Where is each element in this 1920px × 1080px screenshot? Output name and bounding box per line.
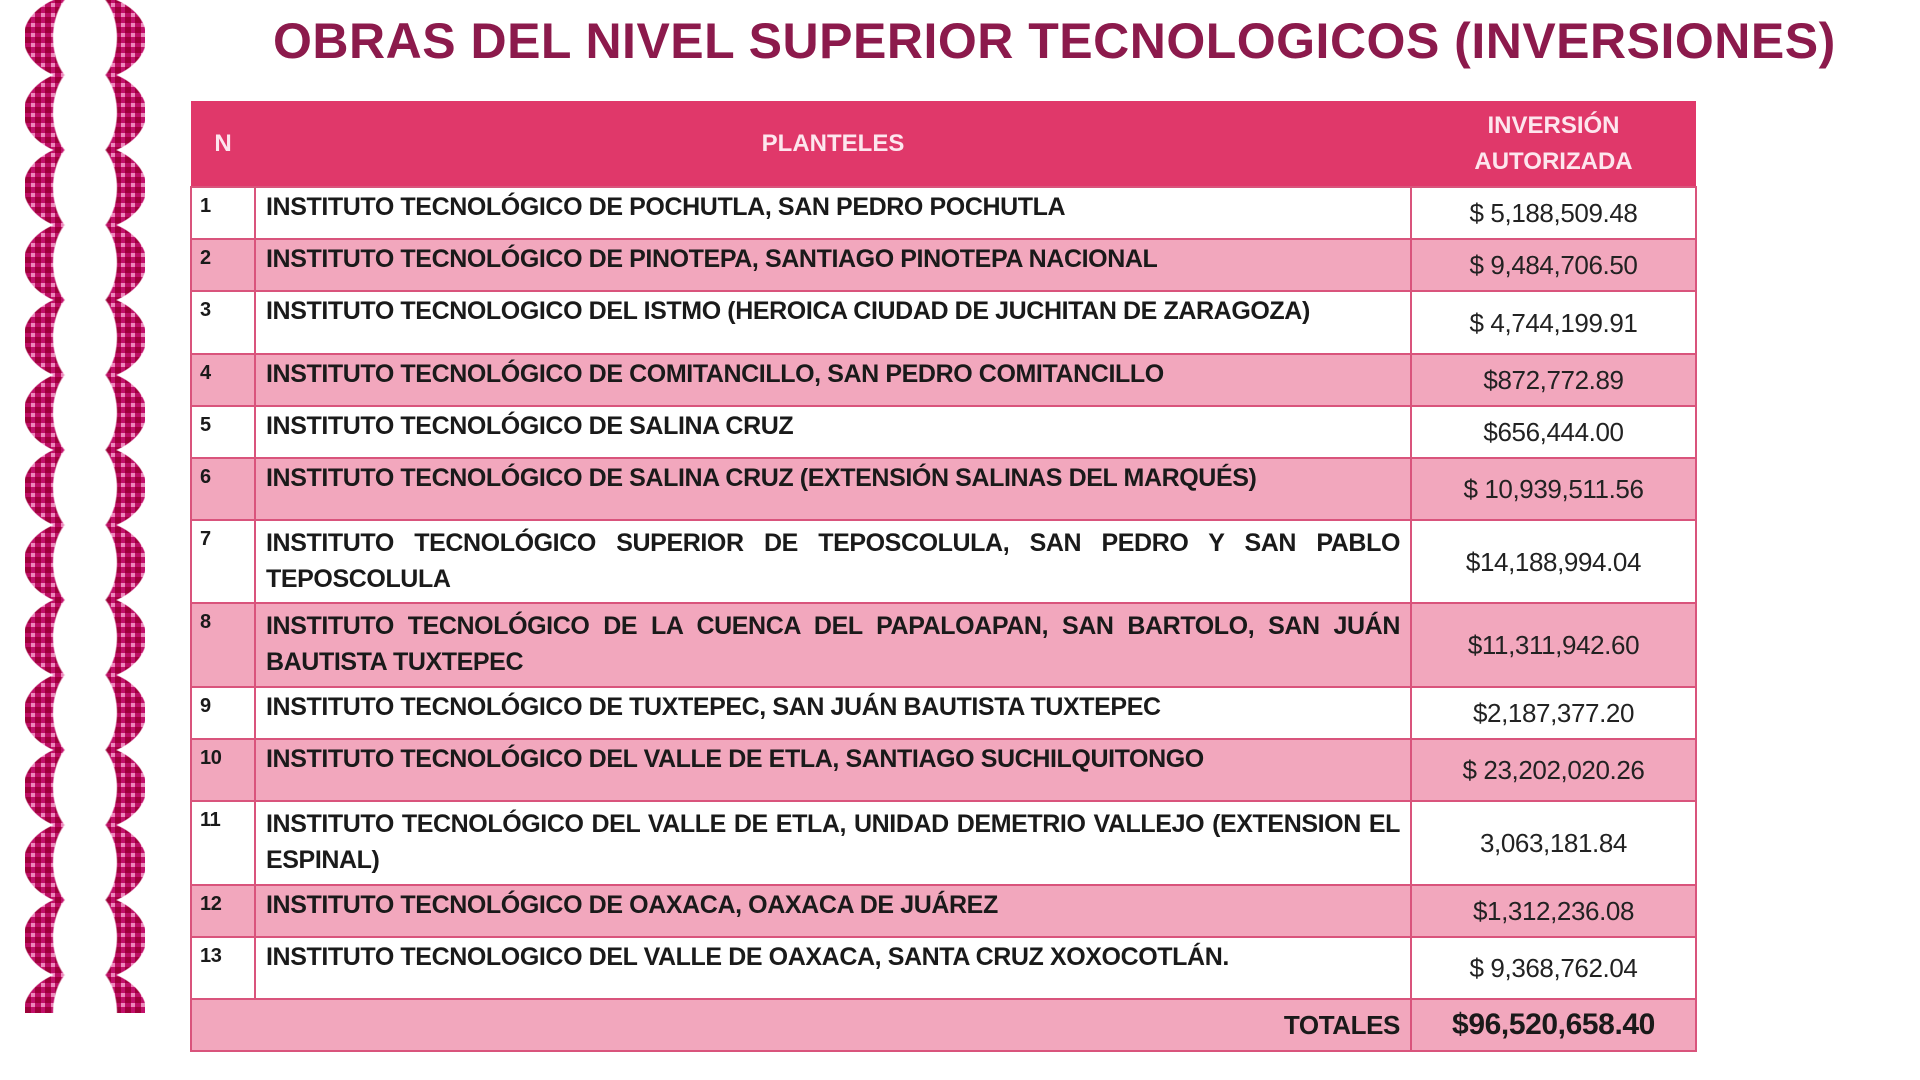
header-inversion: INVERSIÓN AUTORIZADA <box>1411 101 1696 187</box>
plantel-name: INSTITUTO TECNOLOGICO DEL ISTMO (HEROICA… <box>254 290 1412 355</box>
row-number: 6 <box>190 457 256 521</box>
row-number: 8 <box>190 602 256 688</box>
table-row: 13 INSTITUTO TECNOLOGICO DEL VALLE DE OA… <box>190 936 1697 1000</box>
table-header-row: N PLANTELES INVERSIÓN AUTORIZADA <box>191 101 1696 187</box>
plantel-name: INSTITUTO TECNOLÓGICO DE OAXACA, OAXACA … <box>254 884 1412 938</box>
totals-label: TOTALES <box>190 998 1412 1052</box>
row-number: 1 <box>190 186 256 240</box>
table-row: 2 INSTITUTO TECNOLÓGICO DE PINOTEPA, SAN… <box>190 238 1697 292</box>
plantel-name: INSTITUTO TECNOLÓGICO DE SALINA CRUZ <box>254 405 1412 459</box>
table-row: 3 INSTITUTO TECNOLOGICO DEL ISTMO (HEROI… <box>190 290 1697 355</box>
table-row: 11 INSTITUTO TECNOLÓGICO DEL VALLE DE ET… <box>190 800 1697 886</box>
inversion-amount: $ 5,188,509.48 <box>1410 186 1697 240</box>
row-number: 12 <box>190 884 256 938</box>
plantel-name: INSTITUTO TECNOLÓGICO DE POCHUTLA, SAN P… <box>254 186 1412 240</box>
plantel-name: INSTITUTO TECNOLÓGICO DE COMITANCILLO, S… <box>254 353 1412 407</box>
row-number: 13 <box>190 936 256 1000</box>
inversion-amount: $ 9,484,706.50 <box>1410 238 1697 292</box>
inversion-amount: 3,063,181.84 <box>1410 800 1697 886</box>
plantel-name: INSTITUTO TECNOLÓGICO DEL VALLE DE ETLA,… <box>254 800 1412 886</box>
decorative-textile-border <box>25 0 145 1013</box>
inversion-amount: $ 10,939,511.56 <box>1410 457 1697 521</box>
plantel-name: INSTITUTO TECNOLÓGICO DE TUXTEPEC, SAN J… <box>254 686 1412 740</box>
inversion-amount: $11,311,942.60 <box>1410 602 1697 688</box>
table-row: 7 INSTITUTO TECNOLÓGICO SUPERIOR DE TEPO… <box>190 519 1697 604</box>
table-row: 10 INSTITUTO TECNOLÓGICO DEL VALLE DE ET… <box>190 738 1697 802</box>
row-number: 11 <box>190 800 256 886</box>
plantel-name: INSTITUTO TECNOLÓGICO DEL VALLE DE ETLA,… <box>254 738 1412 802</box>
table-row: 6 INSTITUTO TECNOLÓGICO DE SALINA CRUZ (… <box>190 457 1697 521</box>
row-number: 4 <box>190 353 256 407</box>
inversion-amount: $656,444.00 <box>1410 405 1697 459</box>
table-row: 1 INSTITUTO TECNOLÓGICO DE POCHUTLA, SAN… <box>190 186 1697 240</box>
table-row: 12 INSTITUTO TECNOLÓGICO DE OAXACA, OAXA… <box>190 884 1697 938</box>
plantel-name: INSTITUTO TECNOLÓGICO DE SALINA CRUZ (EX… <box>254 457 1412 521</box>
table-row: 4 INSTITUTO TECNOLÓGICO DE COMITANCILLO,… <box>190 353 1697 407</box>
inversion-amount: $ 9,368,762.04 <box>1410 936 1697 1000</box>
row-number: 2 <box>190 238 256 292</box>
plantel-name: INSTITUTO TECNOLÓGICO DE PINOTEPA, SANTI… <box>254 238 1412 292</box>
table-row: 5 INSTITUTO TECNOLÓGICO DE SALINA CRUZ $… <box>190 405 1697 459</box>
totals-value: $96,520,658.40 <box>1410 998 1697 1052</box>
inversion-amount: $1,312,236.08 <box>1410 884 1697 938</box>
plantel-name: INSTITUTO TECNOLÓGICO DE LA CUENCA DEL P… <box>254 602 1412 688</box>
inversion-amount: $14,188,994.04 <box>1410 519 1697 604</box>
header-planteles: PLANTELES <box>255 101 1411 187</box>
header-n: N <box>191 101 255 187</box>
row-number: 9 <box>190 686 256 740</box>
totals-row: TOTALES $96,520,658.40 <box>190 998 1697 1052</box>
inversion-amount: $ 23,202,020.26 <box>1410 738 1697 802</box>
table-row: 8 INSTITUTO TECNOLÓGICO DE LA CUENCA DEL… <box>190 602 1697 688</box>
row-number: 10 <box>190 738 256 802</box>
plantel-name: INSTITUTO TECNOLOGICO DEL VALLE DE OAXAC… <box>254 936 1412 1000</box>
page-title: OBRAS DEL NIVEL SUPERIOR TECNOLOGICOS (I… <box>273 13 1836 69</box>
row-number: 3 <box>190 290 256 355</box>
inversion-amount: $2,187,377.20 <box>1410 686 1697 740</box>
row-number: 7 <box>190 519 256 604</box>
table-row: 9 INSTITUTO TECNOLÓGICO DE TUXTEPEC, SAN… <box>190 686 1697 740</box>
row-number: 5 <box>190 405 256 459</box>
inversion-amount: $872,772.89 <box>1410 353 1697 407</box>
plantel-name: INSTITUTO TECNOLÓGICO SUPERIOR DE TEPOSC… <box>254 519 1412 604</box>
investment-table: N PLANTELES INVERSIÓN AUTORIZADA 1 INSTI… <box>190 101 1697 1052</box>
inversion-amount: $ 4,744,199.91 <box>1410 290 1697 355</box>
